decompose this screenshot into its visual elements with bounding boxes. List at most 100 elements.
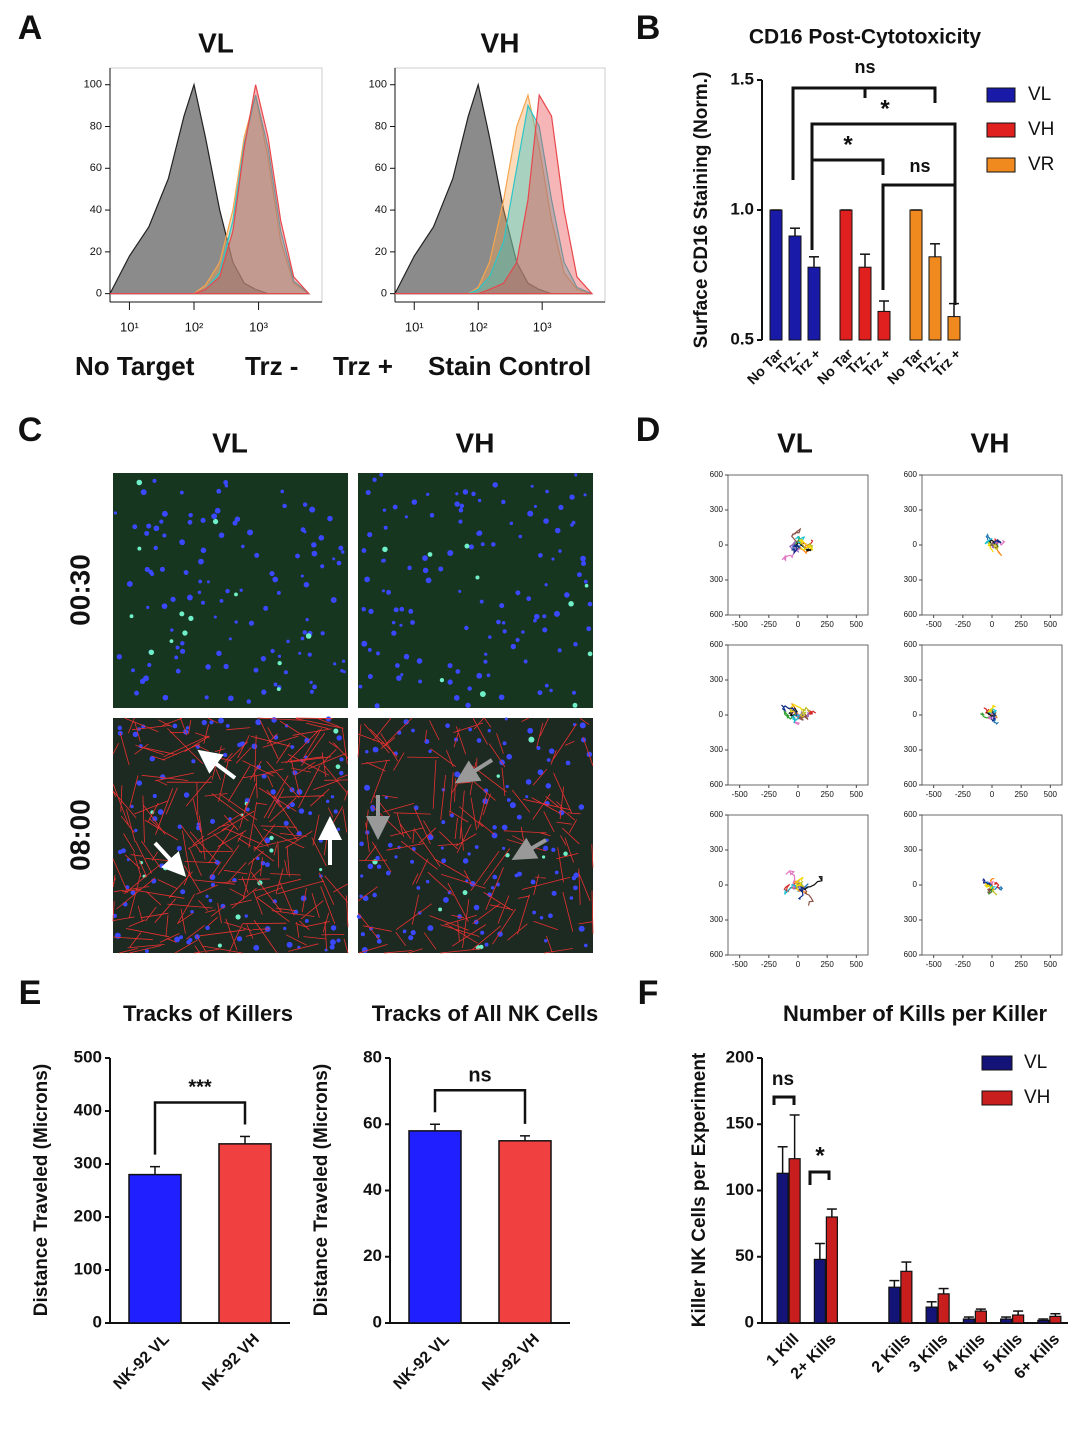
arrow (511, 837, 548, 861)
x-tick-label: -500 (732, 620, 749, 629)
cell (374, 703, 380, 709)
cell (382, 508, 387, 512)
cell (391, 620, 396, 625)
cell (464, 625, 469, 631)
cell (251, 743, 258, 750)
cell (496, 774, 501, 778)
cell (161, 510, 168, 517)
cell (228, 817, 232, 821)
y-tick-label: 600 (904, 610, 918, 619)
cell (183, 792, 190, 798)
chart-title: VL (198, 27, 234, 58)
cell (551, 890, 557, 896)
cell (329, 944, 335, 950)
bar (962, 1318, 975, 1324)
cell (572, 702, 578, 708)
cell (473, 904, 480, 911)
y-tick-label: 300 (904, 845, 918, 854)
cell (241, 544, 245, 549)
cell (416, 658, 423, 664)
cell (205, 664, 211, 670)
bar (218, 1143, 272, 1324)
cell (458, 507, 464, 513)
cell (568, 601, 574, 607)
cell (502, 741, 507, 746)
image-bg (113, 473, 348, 708)
x-tick-label: 10³ (249, 319, 268, 334)
annotation: ns (854, 57, 875, 77)
cell (543, 518, 549, 524)
cell (182, 630, 188, 636)
cell (150, 810, 155, 815)
cell (309, 689, 315, 694)
tracks-overlay (357, 717, 594, 954)
cell (204, 695, 209, 700)
cell-track (982, 878, 991, 886)
cell (188, 615, 194, 621)
bar (888, 1286, 901, 1324)
cell (188, 513, 193, 518)
cell (254, 552, 260, 558)
cell (480, 542, 485, 547)
cell (201, 719, 207, 726)
y-tick-label: 300 (710, 505, 724, 514)
cell (474, 845, 479, 849)
cell (504, 717, 508, 721)
x-tick-label: 500 (1044, 960, 1058, 969)
cell (385, 870, 391, 876)
cell (381, 589, 385, 593)
cell (311, 550, 318, 557)
x-tick-label: 4 Kills (943, 1331, 988, 1376)
cell (300, 636, 305, 641)
cell (179, 611, 185, 617)
chart-title: VH (481, 27, 520, 58)
legend-label: VL (1024, 1052, 1047, 1073)
cell (541, 855, 546, 859)
cell (479, 599, 484, 604)
bar (877, 310, 891, 341)
y-axis-label: Distance Traveled (Microns) (311, 1064, 332, 1316)
panel-letter: F (638, 974, 659, 1012)
y-tick-label: 0 (373, 1312, 382, 1331)
x-tick-label: NK-92 VH (479, 1331, 543, 1395)
y-tick-label: 300 (710, 845, 724, 854)
bar (498, 1140, 552, 1324)
bar (1037, 1319, 1050, 1324)
microscopy-image (113, 473, 348, 708)
cell (360, 932, 365, 937)
cell (330, 795, 335, 799)
cell (379, 472, 384, 477)
cell (483, 659, 488, 664)
cell (302, 502, 308, 507)
cell-track (798, 706, 811, 718)
cell-track (987, 541, 994, 553)
y-tick-label: 20 (363, 1246, 382, 1265)
bracket (433, 1089, 527, 1124)
bar (839, 209, 853, 341)
cell (223, 663, 229, 670)
cell (330, 925, 337, 931)
cell (454, 501, 460, 507)
y-tick-label: 20 (90, 246, 102, 258)
cell (116, 654, 122, 660)
cell (277, 654, 282, 658)
cell (573, 885, 578, 891)
cell (335, 764, 341, 770)
cell (473, 919, 479, 925)
cell-track (994, 885, 1004, 891)
cell (174, 936, 181, 943)
cell (488, 635, 492, 639)
cell (149, 755, 156, 762)
cell (273, 682, 278, 687)
cell (573, 872, 579, 878)
cell (144, 949, 149, 953)
image-bg (358, 473, 593, 708)
cell (496, 619, 501, 625)
cell (509, 802, 516, 809)
legend-swatch (981, 1090, 1013, 1106)
cell (190, 909, 194, 914)
y-tick-label: 400 (74, 1100, 102, 1119)
cell (467, 852, 471, 856)
bar (825, 1216, 838, 1324)
cell (441, 858, 447, 864)
